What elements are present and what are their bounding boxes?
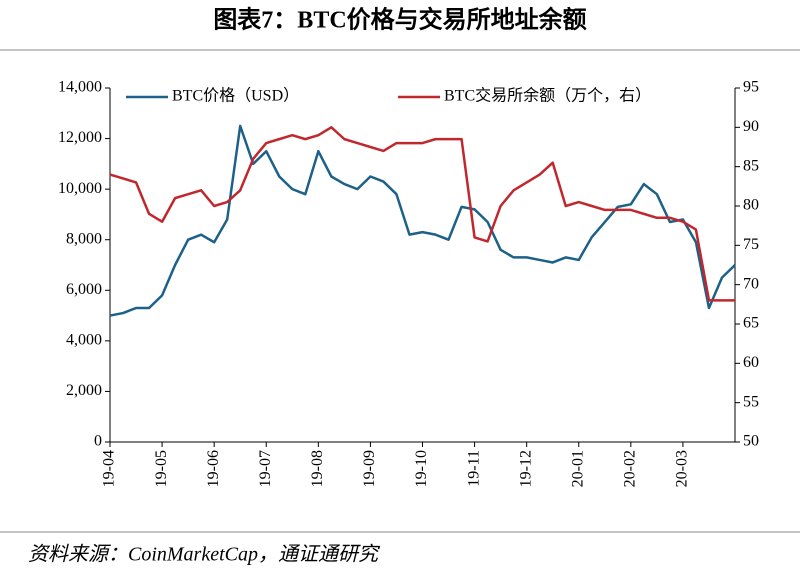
y2-tick-label: 65 [743, 315, 759, 332]
x-tick-label: 19-09 [361, 450, 378, 487]
y-tick-label: 0 [94, 433, 102, 450]
series-line [109, 124, 736, 317]
y-tick-label: 10,000 [58, 180, 102, 197]
x-tick-label: 19-07 [257, 450, 274, 487]
x-tick-label: 20-03 [674, 450, 691, 487]
legend-label: BTC价格（USD） [172, 87, 299, 105]
y-tick-label: 4,000 [66, 332, 102, 349]
source: 资料来源：CoinMarketCap，通证通研究 [28, 544, 381, 566]
y2-tick-label: 60 [743, 354, 759, 371]
y2-tick-label: 90 [743, 118, 759, 135]
y2-tick-label: 80 [743, 197, 759, 214]
y2-tick-label: 75 [743, 236, 759, 253]
y2-tick-label: 85 [743, 157, 759, 174]
y-tick-label: 8,000 [66, 230, 102, 247]
y-tick-label: 2,000 [66, 382, 102, 399]
y2-tick-label: 50 [743, 433, 759, 450]
y-tick-label: 6,000 [66, 281, 102, 298]
legend-label: BTC交易所余额（万个，右） [444, 86, 651, 105]
x-tick-label: 19-04 [101, 450, 118, 487]
x-tick-label: 20-01 [569, 450, 586, 487]
x-tick-label: 19-11 [465, 450, 482, 487]
x-tick-label: 19-06 [205, 450, 222, 487]
y2-tick-label: 95 [743, 79, 759, 96]
x-tick-label: 19-05 [153, 450, 170, 487]
y-tick-label: 14,000 [58, 79, 102, 96]
x-tick-label: 19-10 [413, 450, 430, 487]
x-tick-label: 19-08 [309, 450, 326, 487]
series-line [109, 126, 735, 302]
y2-tick-label: 55 [743, 393, 759, 410]
y2-tick-label: 70 [743, 275, 759, 292]
x-tick-label: 19-12 [517, 450, 534, 487]
chart-title: 图表7：BTC价格与交易所地址余额 [213, 6, 586, 34]
x-tick-label: 20-02 [622, 450, 639, 487]
y-tick-label: 12,000 [58, 129, 102, 146]
